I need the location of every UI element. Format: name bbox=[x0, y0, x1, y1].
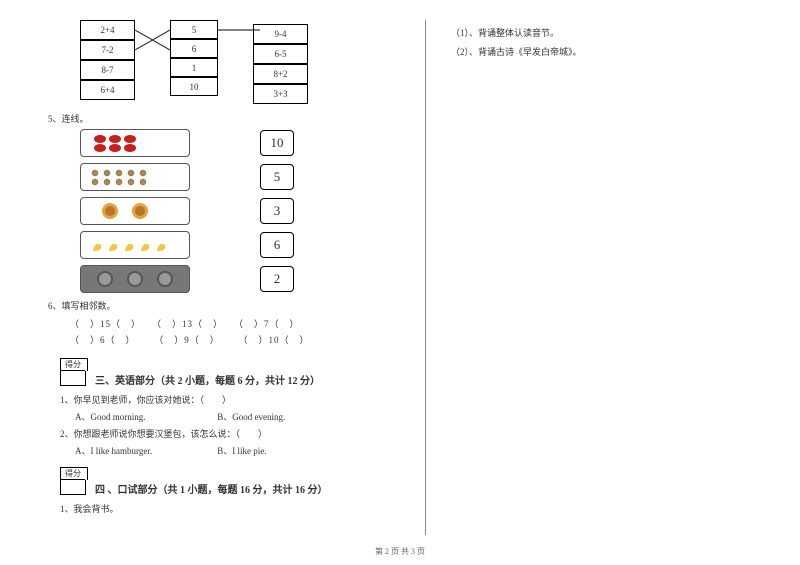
eq-cell: 8+2 bbox=[253, 64, 308, 84]
num-cell: 10 bbox=[170, 77, 218, 96]
stack-right: 9-4 6-5 8+2 3+3 bbox=[253, 24, 308, 104]
eq-cell: 9-4 bbox=[253, 24, 308, 44]
num-box: 2 bbox=[260, 266, 294, 292]
right-item-1: （1）、背诵整体认读音节。 bbox=[451, 26, 760, 39]
score-box-4: 得分 bbox=[60, 467, 86, 495]
match-row: 6 bbox=[80, 231, 410, 259]
score-label: 得分 bbox=[61, 359, 85, 371]
match-row: 10 bbox=[80, 129, 410, 157]
page-footer: 第 2 页 共 3 页 bbox=[0, 546, 800, 557]
match-row: 5 bbox=[80, 163, 410, 191]
opt-b: B、I like pie. bbox=[217, 444, 266, 457]
section4-title: 四 、口试部分（共 1 小题，每题 16 分，共计 16 分） bbox=[95, 481, 410, 496]
score-label: 得分 bbox=[61, 468, 85, 480]
eq-cell: 6-5 bbox=[253, 44, 308, 64]
num-box: 6 bbox=[260, 232, 294, 258]
picture-number-match: 10 5 3 6 bbox=[80, 129, 410, 293]
q3-1-options: A、Good morning. B、Good evening. bbox=[75, 410, 410, 423]
section3-title: 三、英语部分（共 2 小题，每题 6 分，共计 12 分） bbox=[95, 372, 410, 387]
match-row: 2 bbox=[80, 265, 410, 293]
pic-faces bbox=[80, 265, 190, 293]
num-box: 5 bbox=[260, 164, 294, 190]
num-cell: 1 bbox=[170, 58, 218, 77]
num-cell: 6 bbox=[170, 39, 218, 58]
q4-1: 1、我会背书。 bbox=[60, 502, 410, 515]
num-cell: 5 bbox=[170, 20, 218, 39]
pic-candies bbox=[80, 129, 190, 157]
q6-row1: （ ）15（ ） （ ）13（ ） （ ）7（ ） bbox=[70, 316, 410, 332]
q3-2: 2、你想跟老师说你想要汉堡包，该怎么说：（ ） bbox=[60, 427, 410, 440]
stack-left: 2+4 7-2 8-7 6+4 bbox=[80, 20, 135, 104]
stack-mid: 5 6 1 10 bbox=[170, 20, 218, 104]
q6-row2: （ ）6（ ） （ ）9（ ） （ ）10（ ） bbox=[70, 332, 410, 348]
eq-cell: 6+4 bbox=[80, 80, 135, 100]
score-box-3: 得分 bbox=[60, 358, 86, 386]
eq-cell: 2+4 bbox=[80, 20, 135, 40]
opt-a: A、Good morning. bbox=[75, 410, 215, 423]
right-item-2: （2）、背诵古诗《早发白帝城》。 bbox=[451, 45, 760, 58]
pic-lions bbox=[80, 197, 190, 225]
num-box: 10 bbox=[260, 130, 294, 156]
opt-a: A、I like hamburger. bbox=[75, 444, 215, 457]
q5-title: 5、连线。 bbox=[48, 112, 410, 125]
match-equations: 2+4 7-2 8-7 6+4 5 6 1 10 9-4 6-5 8+2 3+3 bbox=[80, 20, 410, 104]
eq-cell: 7-2 bbox=[80, 40, 135, 60]
pic-chicks bbox=[80, 231, 190, 259]
match-row: 3 bbox=[80, 197, 410, 225]
eq-cell: 8-7 bbox=[80, 60, 135, 80]
num-box: 3 bbox=[260, 198, 294, 224]
opt-b: B、Good evening. bbox=[217, 410, 285, 423]
pic-crabs bbox=[80, 163, 190, 191]
q3-2-options: A、I like hamburger. B、I like pie. bbox=[75, 444, 410, 457]
eq-cell: 3+3 bbox=[253, 84, 308, 104]
q6-title: 6、填写相邻数。 bbox=[48, 299, 410, 312]
q3-1: 1、你早见到老师，你应该对她说：（ ） bbox=[60, 393, 410, 406]
